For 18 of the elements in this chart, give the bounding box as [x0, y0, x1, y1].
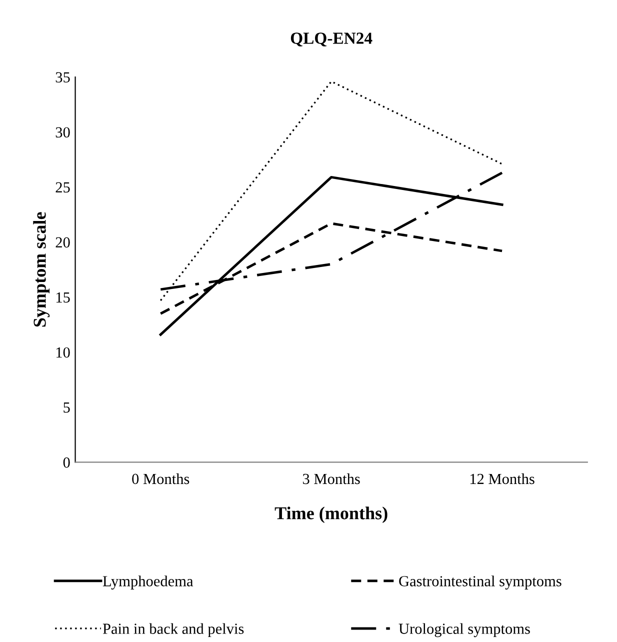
y-tick-label: 15: [56, 292, 70, 303]
y-axis-title: Symptom scale: [33, 212, 50, 327]
y-tick-label: 10: [56, 347, 70, 358]
legend-label: Pain in back and pelvis: [102, 623, 244, 638]
x-tick-label: 12 Months: [470, 473, 534, 484]
y-tick-label: 30: [56, 127, 70, 138]
y-tick-label: 25: [56, 182, 70, 193]
chart-title: QLQ-EN24: [290, 32, 372, 46]
legend-label: Lymphoedema: [102, 576, 194, 590]
legend-label: Gastrointestinal symptoms: [399, 576, 562, 590]
x-axis-title: Time (months): [274, 506, 388, 524]
y-tick-label: 5: [64, 402, 70, 413]
y-tick-label: 35: [56, 72, 70, 82]
legend-label: Urological symptoms: [398, 623, 530, 638]
x-tick-label: 0 Months: [132, 473, 190, 484]
y-tick-label: 0: [63, 457, 70, 468]
x-tick-label: 3 Months: [302, 473, 360, 484]
y-tick-label: 20: [56, 237, 70, 248]
